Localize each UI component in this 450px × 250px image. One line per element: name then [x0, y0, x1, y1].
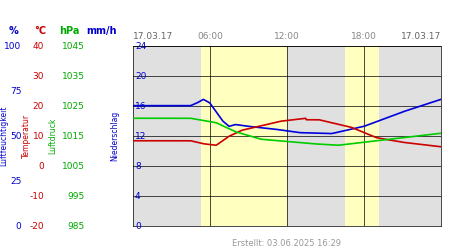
- Text: 1005: 1005: [62, 162, 85, 171]
- Text: 20: 20: [135, 72, 146, 81]
- Text: 0: 0: [135, 222, 141, 231]
- Text: 10: 10: [32, 132, 44, 141]
- Text: 12: 12: [135, 132, 146, 141]
- Text: 1045: 1045: [62, 42, 85, 51]
- Text: 985: 985: [68, 222, 85, 231]
- Text: 40: 40: [33, 42, 44, 51]
- Text: hPa: hPa: [59, 26, 80, 36]
- Text: 20: 20: [33, 102, 44, 111]
- Text: -10: -10: [29, 192, 44, 201]
- Text: mm/h: mm/h: [86, 26, 117, 36]
- Text: Luftfeuchtigkeit: Luftfeuchtigkeit: [0, 106, 9, 166]
- Bar: [201, 46, 287, 226]
- Text: Temperatur: Temperatur: [22, 114, 31, 158]
- Text: 8: 8: [135, 162, 141, 171]
- Text: 17.03.17: 17.03.17: [133, 32, 173, 41]
- Text: 24: 24: [135, 42, 146, 51]
- Text: %: %: [9, 26, 18, 36]
- Bar: [345, 46, 379, 226]
- Text: 50: 50: [10, 132, 22, 141]
- Text: 0: 0: [16, 222, 22, 231]
- Text: 06:00: 06:00: [197, 32, 223, 41]
- Text: °C: °C: [35, 26, 46, 36]
- Text: 1035: 1035: [62, 72, 85, 81]
- Text: 1025: 1025: [62, 102, 85, 111]
- Text: 25: 25: [10, 177, 22, 186]
- Text: 17.03.17: 17.03.17: [401, 32, 441, 41]
- Text: -20: -20: [30, 222, 44, 231]
- Text: Erstellt: 03.06.2025 16:29: Erstellt: 03.06.2025 16:29: [232, 238, 342, 248]
- Text: 100: 100: [4, 42, 22, 51]
- Text: 1015: 1015: [62, 132, 85, 141]
- Text: 4: 4: [135, 192, 140, 201]
- Text: Luftdruck: Luftdruck: [49, 118, 58, 154]
- Text: 30: 30: [32, 72, 44, 81]
- Text: 0: 0: [38, 162, 44, 171]
- Text: 995: 995: [68, 192, 85, 201]
- Text: 75: 75: [10, 87, 22, 96]
- Text: Niederschlag: Niederschlag: [110, 111, 119, 162]
- Text: 12:00: 12:00: [274, 32, 300, 41]
- Text: 18:00: 18:00: [351, 32, 377, 41]
- Text: 16: 16: [135, 102, 147, 111]
